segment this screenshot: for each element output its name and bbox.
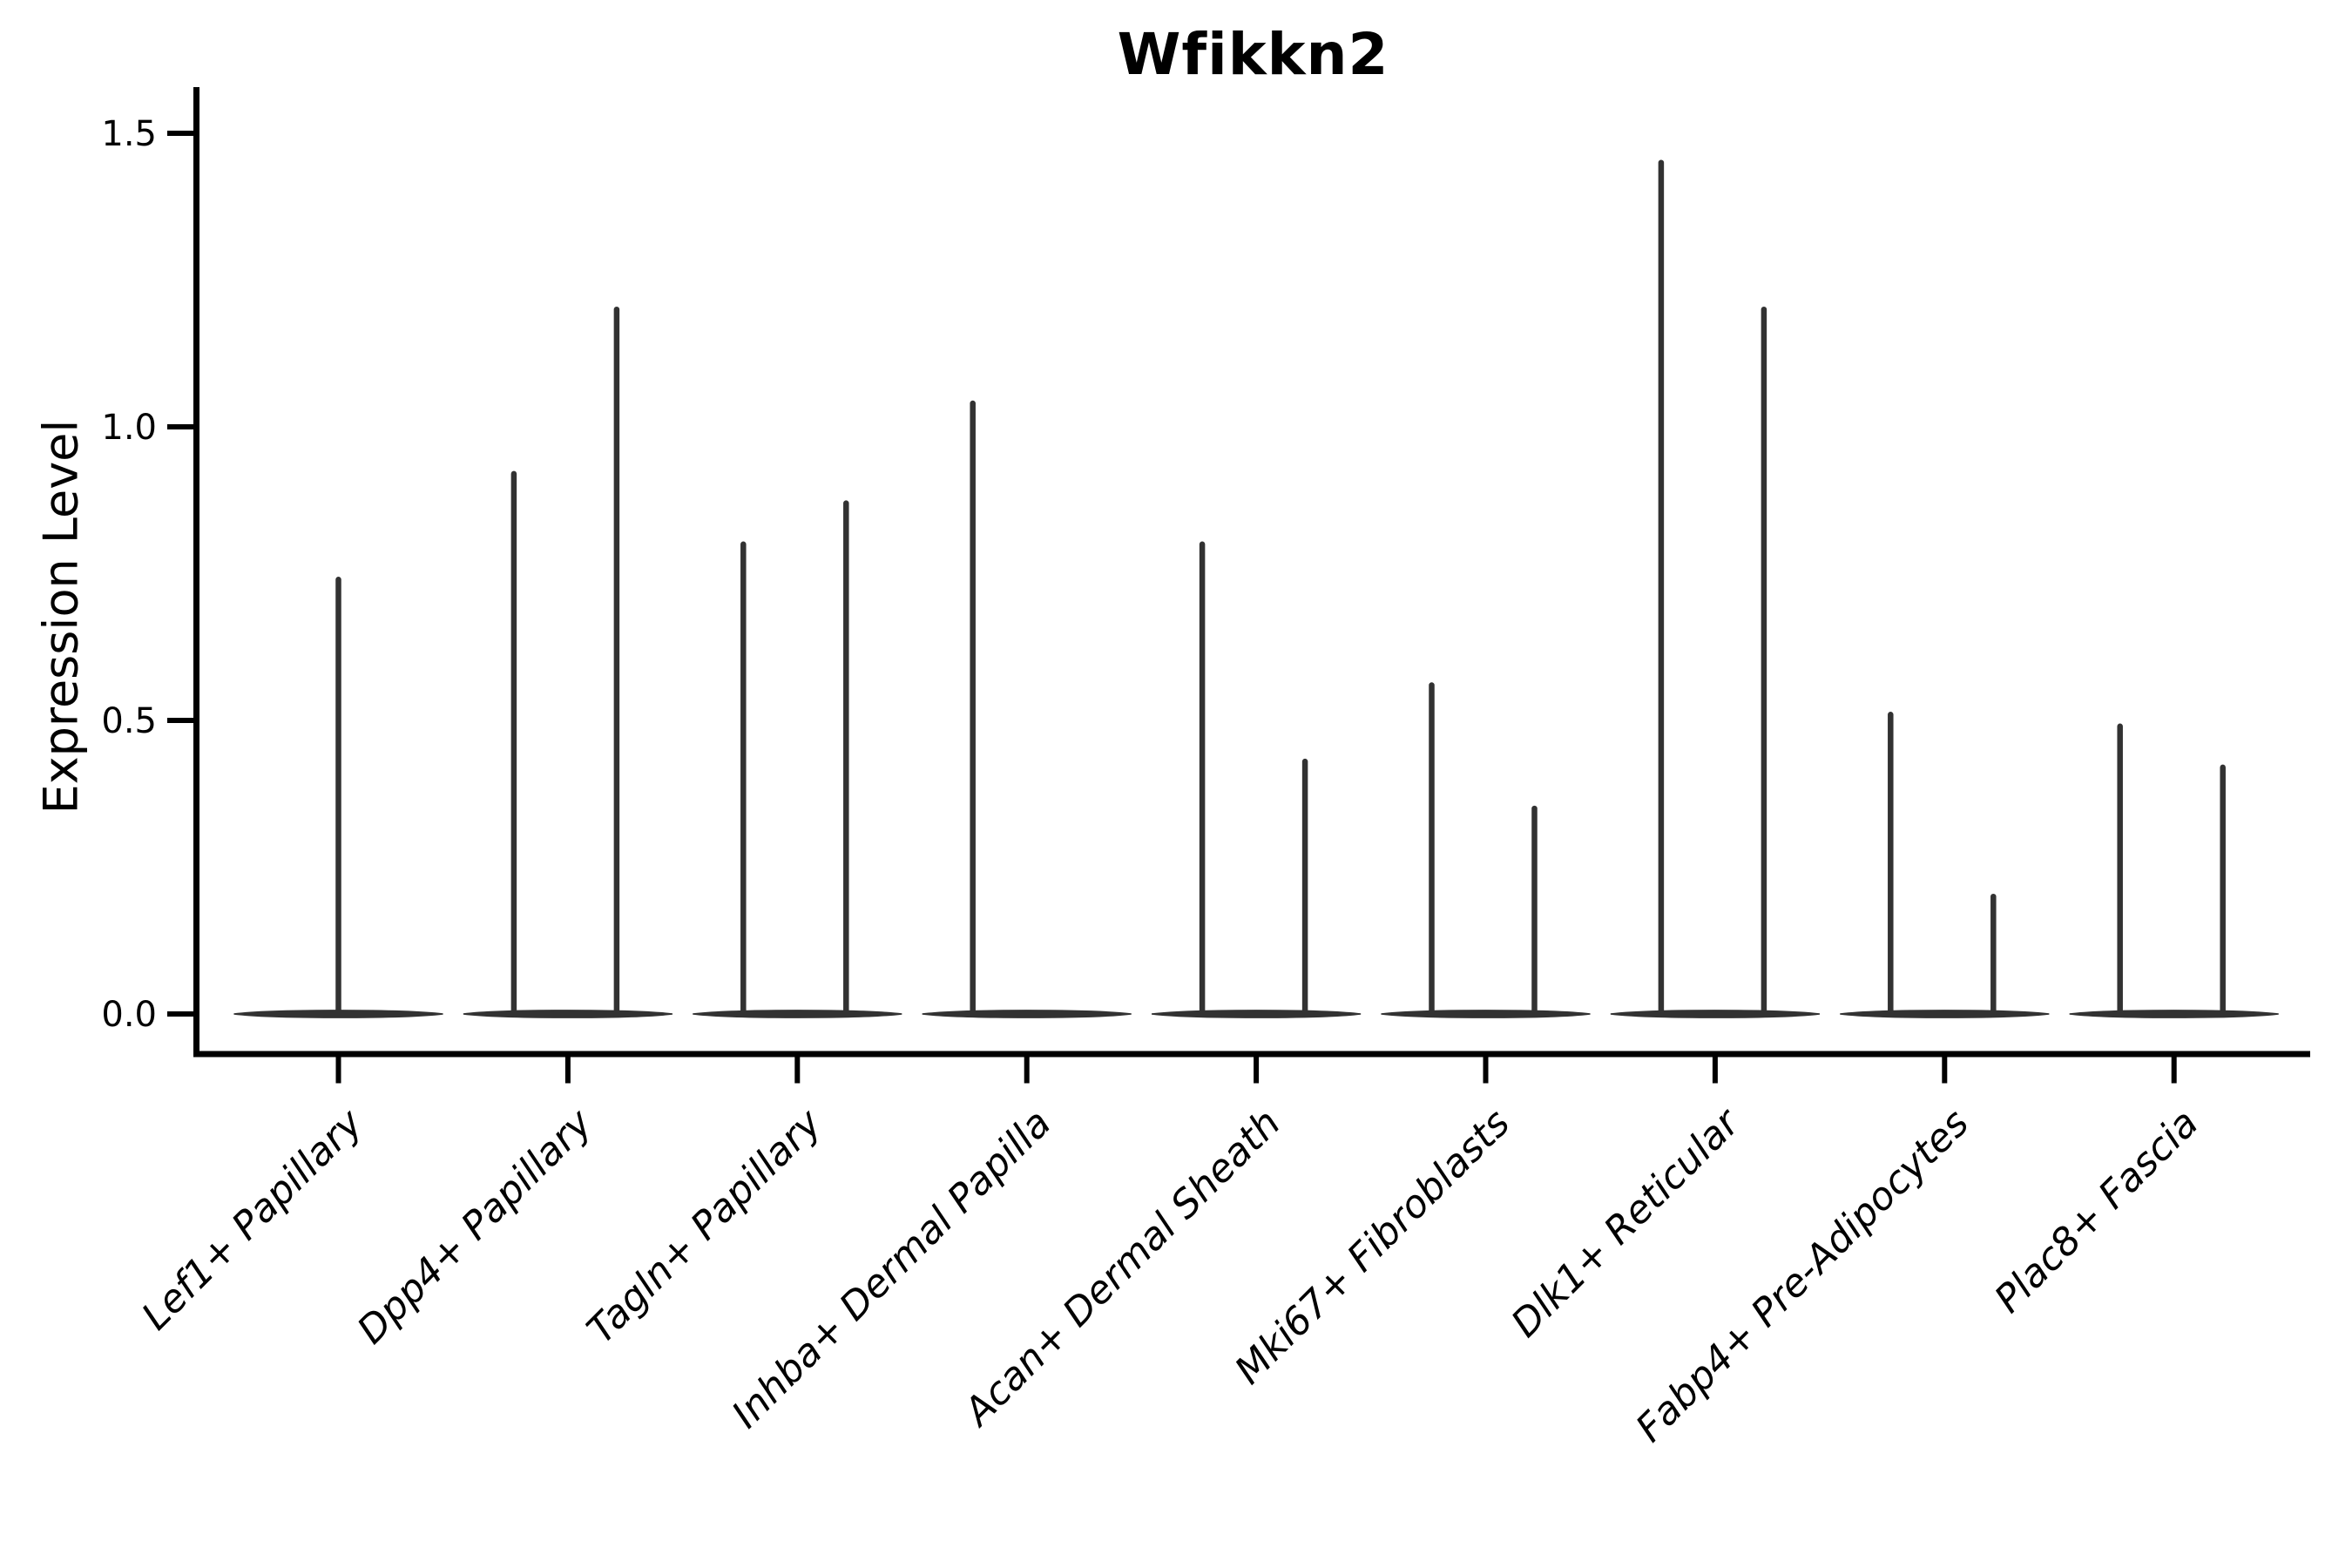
violin-body	[1152, 1010, 1362, 1018]
x-tick-label: Plac8+ Fascia	[1986, 1101, 2207, 1321]
x-tick-label: Dlk1+ Reticular	[1503, 1099, 1749, 1346]
violin-body	[693, 1010, 902, 1018]
violin-body	[1381, 1010, 1591, 1018]
violin-body	[463, 1010, 672, 1018]
y-tick-label: 0.5	[101, 701, 157, 741]
violin-body	[922, 1010, 1132, 1018]
y-tick-label: 0.0	[101, 995, 157, 1035]
x-tick-label: Tagln+ Papillary	[578, 1100, 830, 1352]
violin-body	[1840, 1010, 2050, 1018]
violin-body	[2069, 1010, 2279, 1018]
y-tick-label: 1.0	[101, 408, 157, 448]
violin-body	[1610, 1010, 1820, 1018]
y-tick-label: 1.5	[101, 114, 157, 154]
chart-title: Wfikkn2	[1117, 21, 1389, 88]
x-tick-label: Lef1+ Papillary	[133, 1100, 372, 1339]
x-tick-label: Dpp4+ Papillary	[349, 1100, 602, 1353]
